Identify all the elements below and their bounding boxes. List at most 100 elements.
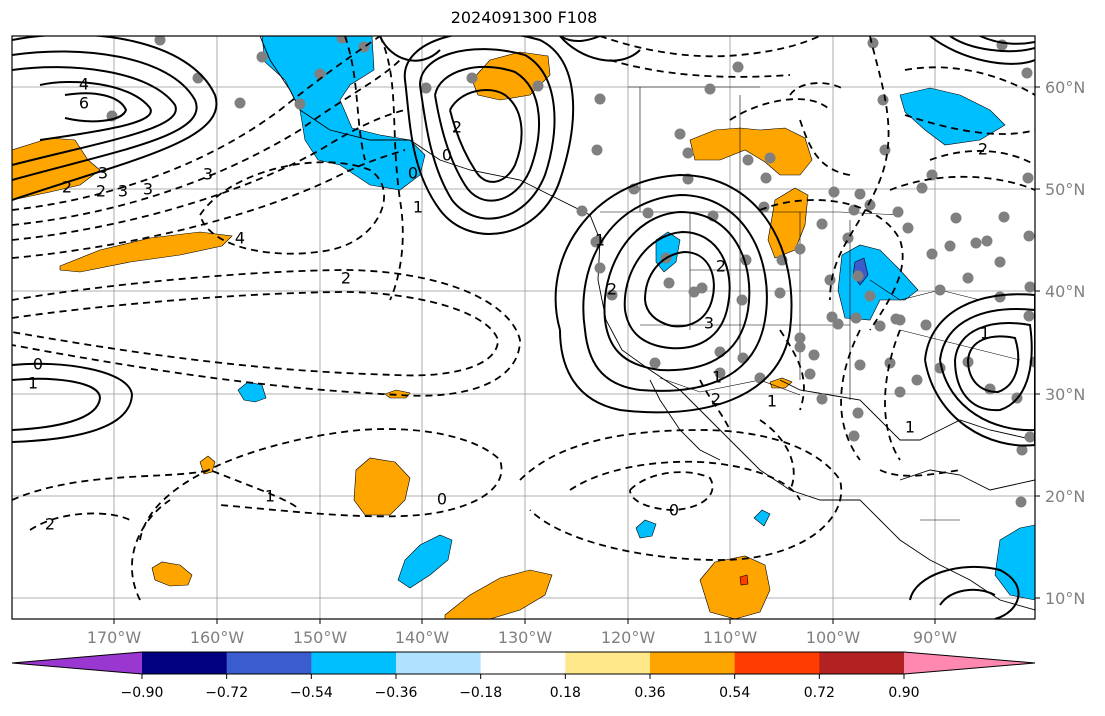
negative-anomaly-area [635,519,657,539]
station-marker [794,341,806,353]
latitude-tick-label: 10°N [1045,589,1085,608]
station-marker [663,277,675,289]
longitude-tick-label: 120°W [601,628,656,647]
station-marker [902,222,914,234]
station-marker [816,218,828,230]
station-marker [696,282,708,294]
station-marker [606,289,618,301]
contour-label: 2 [978,140,988,159]
station-marker [911,374,923,386]
station-marker [920,319,932,331]
colorbar-segment [565,652,651,674]
colorbar-tick-label: 0.72 [804,685,835,701]
contour-label: 0 [437,490,447,509]
station-marker [808,349,820,361]
contour-label: 2 [711,390,721,409]
colorbar-tick-label: 0.90 [888,685,919,701]
station-marker [314,68,326,80]
longitude-tick-label: 130°W [498,628,553,647]
contour-label: 2 [452,118,462,137]
colorbar-segment [142,652,228,674]
station-marker [854,359,866,371]
map-title: 2024091300 F108 [450,8,598,27]
longitude-tick-label: 150°W [293,628,348,647]
contour-label: 2 [45,515,55,534]
station-marker [192,72,204,84]
contour-label: 1 [712,368,722,387]
colorbar-tick-label: −0.90 [121,685,164,701]
station-marker [981,235,993,247]
colorbar-under-arrow [12,652,142,674]
colorbar-tick-label: −0.54 [290,685,333,701]
station-marker [916,182,928,194]
colorbar-segment [226,652,312,674]
station-marker [591,144,603,156]
contour-label: 1 [980,324,990,343]
contour-label: 1 [28,374,38,393]
colorbar-segment [734,652,820,674]
longitude-axis: 170°W 160°W 150°W 140°W 130°W 120°W 110°W 100°W… [87,619,957,647]
station-marker [594,93,606,105]
station-marker [154,36,166,46]
map-frame [11,35,1036,620]
station-marker [998,211,1010,223]
colorbar-tick-label: −0.18 [459,685,502,701]
station-marker [732,61,744,73]
positive-anomaly-area [444,569,553,619]
station-marker [682,147,694,159]
contour-label: 1 [413,198,423,217]
station-marker [1023,230,1035,242]
station-marker [877,94,889,106]
station-marker [994,291,1006,303]
longitude-tick-label: 100°W [806,628,861,647]
station-marker [824,274,836,286]
station-marker [794,243,806,255]
station-marker [1016,444,1028,456]
station-marker [826,311,838,323]
contour-label: 3 [118,182,128,201]
station-marker [984,383,996,395]
strong-positive-core [739,574,749,586]
colorbar-tick-label: 0.36 [634,685,665,701]
station-marker [852,407,864,419]
colorbar: −0.90 −0.72 −0.54 −0.36 −0.18 0.18 0.36 0.54 0.7… [11,651,1036,701]
contour-label: 1 [595,231,605,250]
latitude-tick-label: 40°N [1045,282,1085,301]
station-marker [466,72,478,84]
station-marker [234,97,246,109]
station-marker [944,240,956,252]
station-marker [794,332,806,344]
negative-anomaly-area [397,534,453,589]
station-marker [774,287,786,299]
station-marker [256,51,268,63]
latitude-tick-label: 30°N [1045,385,1085,404]
colorbar-segment [311,652,397,674]
station-marker [828,186,840,198]
station-marker [962,272,974,284]
station-marker [532,80,544,92]
contour-label: 0 [669,501,679,520]
colorbar-segment [650,652,736,674]
longitude-tick-label: 110°W [703,628,758,647]
colorbar-segment [396,652,482,674]
station-marker [816,393,828,405]
station-marker [864,290,876,302]
longitude-tick-label: 170°W [87,628,142,647]
contour-label: 2 [96,182,106,201]
solid-contours [12,36,1035,619]
negative-anomaly-area [899,87,1006,146]
station-marker [764,152,776,164]
station-marker [926,248,938,260]
station-marker [852,270,864,282]
colorbar-tick-label: −0.72 [205,685,248,701]
contour-label: 2 [341,269,351,288]
colorbar-segment [819,652,905,674]
station-marker [1023,310,1035,322]
contour-label: 4 [79,75,89,94]
station-marker [704,83,716,95]
colorbar-tick-label: 0.18 [550,685,581,701]
colorbar-segment [480,652,566,674]
positive-anomaly-area [151,561,193,587]
station-marker [420,82,432,94]
contour-label: 6 [79,94,89,113]
